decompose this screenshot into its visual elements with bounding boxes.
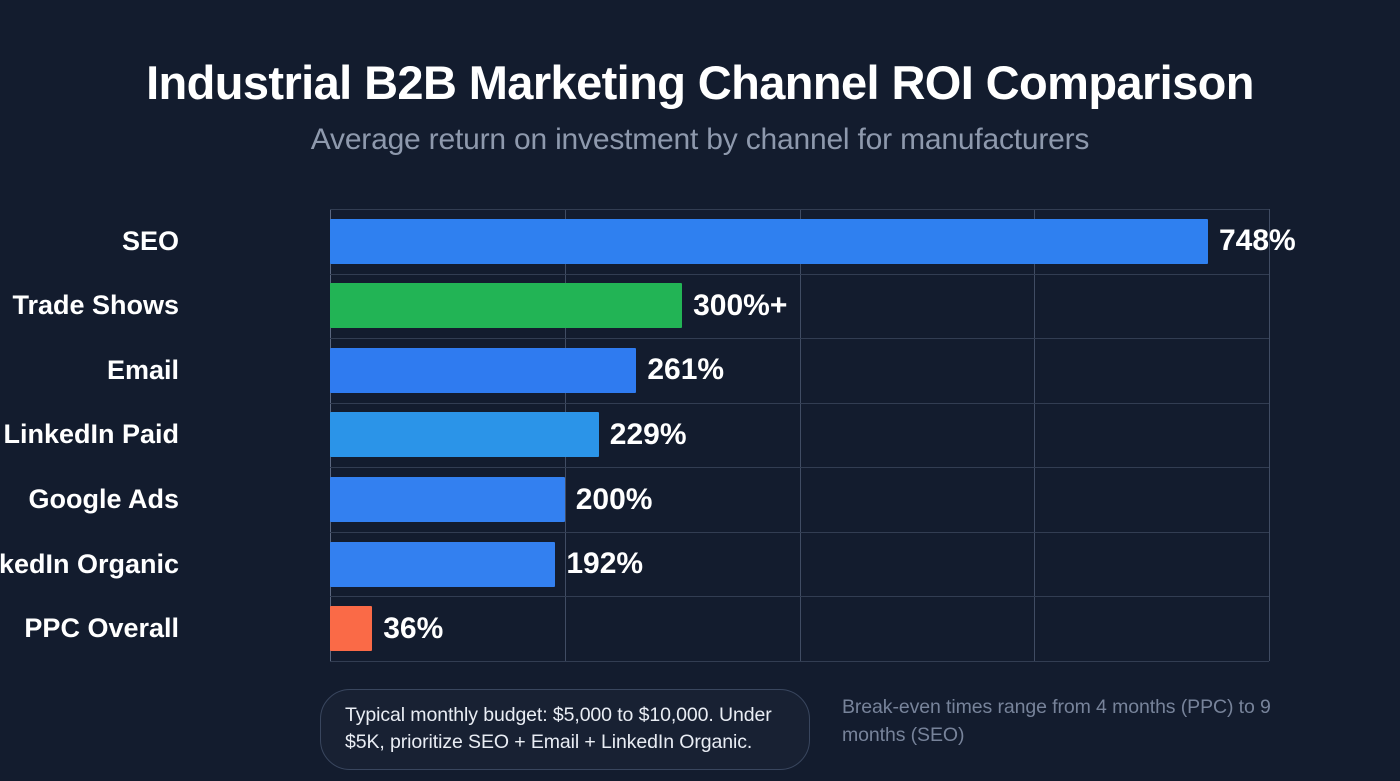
chart-row: 36% PPC Overall xyxy=(24,596,1269,661)
category-label: Trade Shows xyxy=(12,290,179,321)
bar-value-label: 229% xyxy=(609,417,687,451)
gridline-vertical xyxy=(1034,209,1036,661)
chart-row: 229% LinkedIn Paid xyxy=(3,403,1269,468)
gridline-horizontal xyxy=(330,338,1269,340)
bar[interactable] xyxy=(330,218,1208,264)
bar[interactable] xyxy=(330,541,556,587)
budget-annotation: Typical monthly budget: $5,000 to $10,00… xyxy=(320,689,810,770)
bar-value-label: 36% xyxy=(383,611,444,645)
bar-value-label: 200% xyxy=(575,482,653,516)
gridline-horizontal xyxy=(330,209,1269,210)
category-label: SEO xyxy=(121,225,179,256)
chart-header: Industrial B2B Marketing Channel ROI Com… xyxy=(0,0,1400,157)
gridline-horizontal xyxy=(330,596,1269,598)
chart-row: 261% Email xyxy=(107,338,1269,403)
page-title: Industrial B2B Marketing Channel ROI Com… xyxy=(146,56,1254,109)
category-label: Google Ads xyxy=(28,484,179,515)
gridline-horizontal xyxy=(330,467,1269,469)
category-label: LinkedIn Paid xyxy=(3,419,179,450)
bar[interactable] xyxy=(330,347,637,393)
chart-row: 192% LinkedIn Organic xyxy=(0,532,1269,597)
plot-area: 748% SEO 300%+ Trade Shows 261% Email 229% Link… xyxy=(0,209,1296,662)
bar-value-label: 300%+ xyxy=(693,288,788,322)
page-subtitle: Average return on investment by channel … xyxy=(310,123,1090,157)
category-label: PPC Overall xyxy=(24,613,179,644)
bar[interactable] xyxy=(330,412,599,458)
category-label: LinkedIn Organic xyxy=(0,548,179,579)
bar-value-label: 748% xyxy=(1218,224,1296,258)
gridline-horizontal xyxy=(330,531,1269,533)
chart-row: 200% Google Ads xyxy=(28,467,1269,532)
bar-value-label: 192% xyxy=(566,547,644,581)
bar[interactable] xyxy=(330,283,683,329)
bar[interactable] xyxy=(330,606,373,652)
chart-row: 300%+ Trade Shows xyxy=(12,274,1269,339)
gridline-vertical xyxy=(799,209,801,661)
chart-row: 748% SEO xyxy=(122,209,1296,274)
gridline-vertical xyxy=(1269,209,1270,661)
break-even-annotation: Break-even times range from 4 months (PP… xyxy=(842,696,1271,746)
category-label: Email xyxy=(106,354,179,385)
bar[interactable] xyxy=(330,477,565,523)
gridline-horizontal xyxy=(330,402,1269,404)
gridline-horizontal xyxy=(330,273,1269,275)
gridline-horizontal xyxy=(330,661,1269,662)
bar-value-label: 261% xyxy=(647,353,725,387)
